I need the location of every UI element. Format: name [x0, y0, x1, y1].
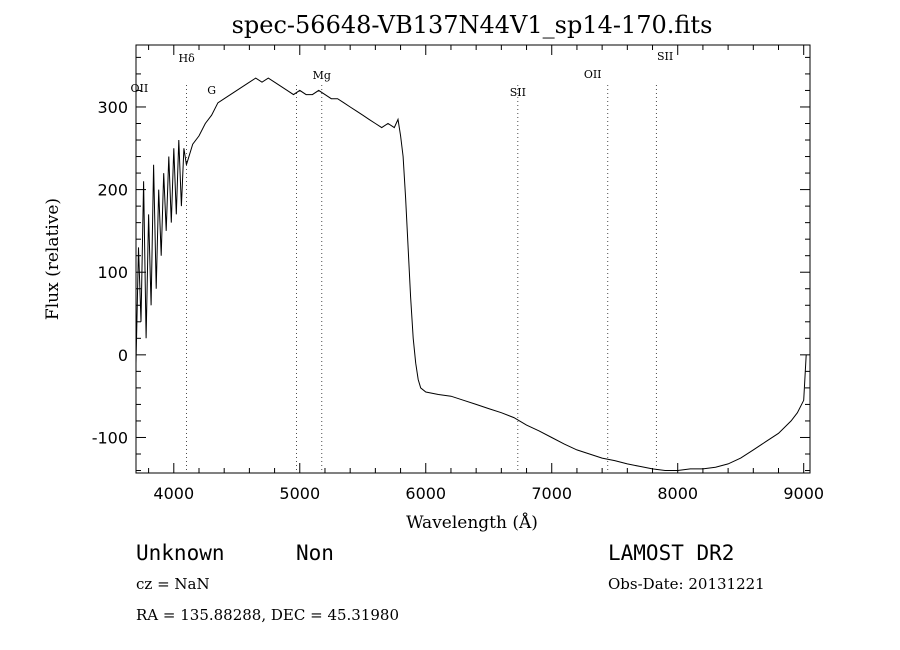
- object-subclass: Non: [296, 541, 334, 565]
- y-axis-ticks: -100 0 100 200 300: [92, 56, 810, 472]
- y-tick-label: 100: [97, 263, 128, 282]
- obs-date-text: Obs-Date: 20131221: [608, 575, 765, 593]
- x-tick-label: 5000: [279, 484, 320, 503]
- y-axis-label: Flux (relative): [43, 198, 63, 320]
- line-label: SII: [510, 86, 526, 99]
- x-tick-label: 4000: [153, 484, 194, 503]
- x-tick-label: 9000: [783, 484, 824, 503]
- survey-label: LAMOST DR2: [608, 541, 734, 565]
- line-label: G: [207, 84, 216, 97]
- object-class: Unknown: [136, 541, 225, 565]
- x-axis-ticks: 4000 5000 6000 7000 8000 9000: [148, 45, 824, 503]
- y-tick-label: 300: [97, 98, 128, 117]
- line-label: OII: [584, 68, 602, 81]
- line-label: Mg: [313, 69, 331, 82]
- y-tick-label: 200: [97, 181, 128, 200]
- spectrum-line: [135, 77, 807, 471]
- coordinates-text: RA = 135.88288, DEC = 45.31980: [136, 606, 399, 624]
- line-label: OII: [131, 82, 149, 95]
- reference-lines: [186, 85, 657, 473]
- line-labels: OII Hδ G Mg SII OII SII: [131, 50, 674, 99]
- y-tick-label: 0: [118, 346, 128, 365]
- chart-title: spec-56648-VB137N44V1_sp14-170.fits: [232, 11, 713, 39]
- y-tick-label: -100: [92, 428, 128, 447]
- x-tick-label: 7000: [531, 484, 572, 503]
- x-axis-label: Wavelength (Å): [406, 512, 538, 533]
- x-tick-label: 6000: [405, 484, 446, 503]
- plot-frame: [135, 44, 811, 474]
- x-tick-label: 8000: [657, 484, 698, 503]
- line-label: SII: [657, 50, 673, 63]
- line-label: Hδ: [179, 52, 196, 65]
- redshift-text: cz = NaN: [136, 575, 210, 593]
